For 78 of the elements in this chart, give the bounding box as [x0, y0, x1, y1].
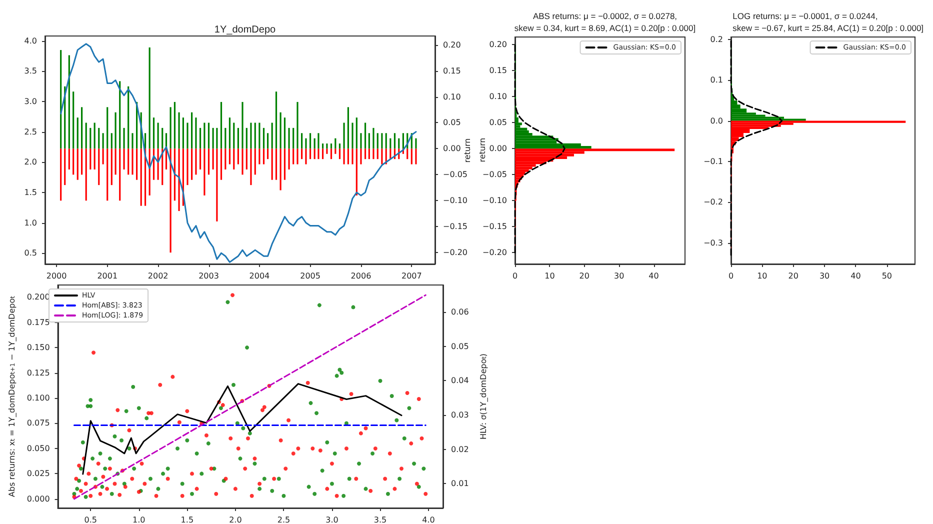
y-tick-label: −0.1 — [704, 156, 723, 166]
y2-tick-label: 0.15 — [443, 66, 461, 76]
y-axis-title: return — [463, 138, 472, 163]
x-tick-label: 30 — [819, 272, 830, 280]
y-tick-label: 0.2 — [710, 34, 723, 44]
x-tick-label: 20 — [788, 272, 798, 280]
y-tick-label: 0.10 — [489, 92, 507, 102]
y-tick-label: −0.15 — [482, 222, 507, 232]
y-tick-label: 0.150 — [26, 343, 50, 352]
y2-tick-label: −0.10 — [443, 196, 468, 206]
y-tick-label: −0.3 — [704, 238, 723, 248]
y-tick-label: −0.2 — [704, 198, 723, 207]
y-tick-label: 0.5 — [24, 248, 37, 258]
y-tick-label: −0.20 — [482, 248, 507, 258]
x-tick-label: 30 — [614, 272, 624, 280]
y2-tick-label: 0.05 — [451, 342, 469, 351]
y2-tick-label: −0.05 — [443, 170, 468, 180]
x-tick-label: 1.0 — [132, 516, 146, 524]
y-tick-label: 0.20 — [489, 40, 507, 50]
x-tick-label: 3.5 — [374, 516, 387, 524]
y-tick-label: 0.050 — [26, 444, 50, 453]
y-tick-label: 0.15 — [489, 66, 507, 76]
y-tick-label: 0.075 — [26, 418, 50, 428]
y-tick-label: 1.5 — [24, 188, 37, 197]
x-tick-label: 2004 — [249, 272, 270, 280]
y-tick-label: −0.05 — [482, 170, 507, 180]
y-tick-label: 2.0 — [24, 158, 37, 167]
y-tick-label: 0.0 — [710, 116, 723, 126]
x-tick-label: 1.5 — [180, 516, 194, 524]
y-tick-label: −0.10 — [482, 196, 507, 206]
x-tick-label: 40 — [648, 272, 659, 280]
x-tick-label: 4.0 — [422, 516, 435, 524]
y-tick-label: 0.1 — [710, 76, 723, 85]
x-tick-label: 2.0 — [229, 516, 242, 524]
x-tick-label: 0 — [512, 272, 518, 280]
y-tick-label: 0.125 — [26, 368, 50, 378]
x-tick-label: 2005 — [300, 272, 320, 280]
y-tick-label: 0.100 — [26, 394, 50, 403]
x-tick-label: 2003 — [198, 272, 219, 280]
x-tick-label: 20 — [579, 272, 590, 280]
x-tick-label: 3.0 — [326, 516, 338, 524]
y-tick-label: 2.5 — [24, 127, 37, 136]
x-tick-label: 2.5 — [277, 516, 290, 524]
y2-tick-label: 0.03 — [451, 410, 469, 420]
x-tick-label: 40 — [850, 272, 861, 280]
y2-tick-label: 0.05 — [443, 118, 461, 128]
y2-tick-label: −0.20 — [443, 248, 468, 258]
x-tick-label: 0 — [728, 272, 734, 280]
y-tick-label: 4.0 — [24, 36, 37, 46]
y-tick-label: 0.00 — [489, 144, 507, 154]
y-tick-label: 1.0 — [24, 218, 37, 228]
chart-title: ABS returns: μ = −0.0002, σ = 0.0278, skew = 0.34, kurt = 8.69, AC(1) = 0.20[p : 0.000] — [514, 11, 696, 33]
y2-tick-label: 0.04 — [451, 376, 469, 386]
y2-tick-label: −0.15 — [443, 222, 468, 232]
x-tick-label: 2007 — [401, 272, 422, 280]
y-tick-label: 3.0 — [24, 96, 37, 106]
y-tick-label: 0.05 — [489, 118, 507, 128]
y2-tick-label: 0.00 — [443, 144, 461, 154]
x-tick-label: 10 — [757, 272, 768, 280]
x-tick-label: 50 — [882, 272, 892, 280]
y2-axis-title: return — [478, 138, 487, 162]
y2-tick-label: 0.02 — [451, 444, 469, 454]
y-tick-label: 0.025 — [26, 469, 50, 478]
y-tick-label: 3.5 — [24, 66, 37, 76]
y2-tick-label: 0.20 — [443, 40, 461, 50]
chart-title: LOG returns: μ = −0.0001, σ = 0.0244, skew = −0.67, kurt = 25.84, AC(1) = 0.20[p : 0.000] — [732, 11, 924, 33]
x-tick-label: 0.5 — [84, 516, 97, 524]
y-tick-label: 0.000 — [26, 494, 50, 504]
x-tick-label: 2000 — [46, 272, 67, 280]
x-tick-label: 2001 — [97, 272, 118, 280]
y2-tick-label: 0.10 — [443, 92, 461, 102]
y2-tick-label: 0.06 — [451, 308, 469, 317]
x-tick-label: 2002 — [148, 272, 168, 280]
x-tick-label: 2006 — [350, 272, 372, 280]
chart-title: 1Y_domDepo — [214, 24, 276, 36]
x-tick-label: 10 — [544, 272, 555, 280]
y-tick-label: 0.175 — [26, 318, 50, 327]
y2-tick-label: 0.01 — [451, 479, 469, 488]
